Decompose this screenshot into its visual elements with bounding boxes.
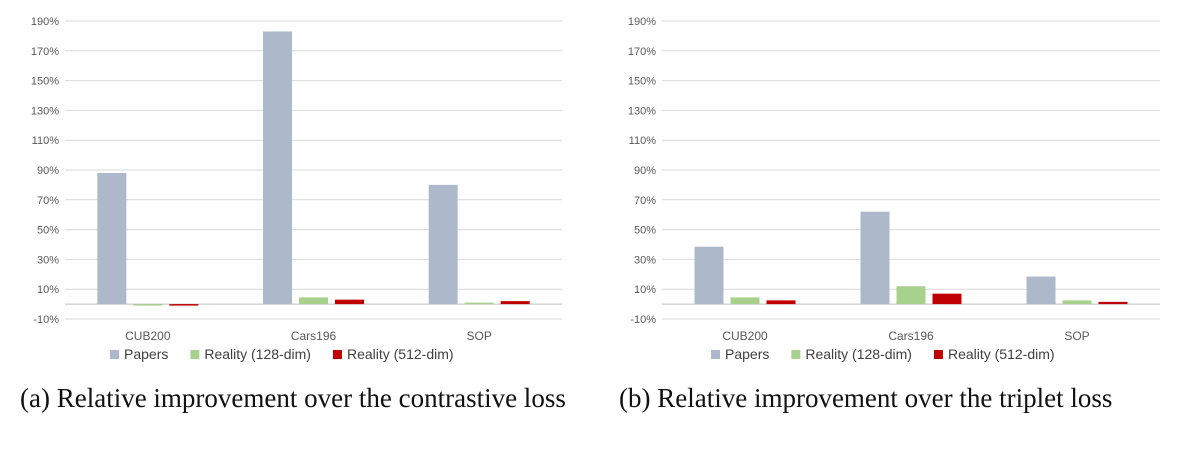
legend-swatch bbox=[711, 350, 720, 359]
x-category-label: Cars196 bbox=[291, 329, 337, 343]
bar-papers-cars196 bbox=[860, 211, 890, 305]
bar-reality-512-dim-sop bbox=[500, 301, 530, 305]
bar-papers-sop bbox=[1026, 276, 1056, 305]
y-tick-label: 170% bbox=[31, 46, 59, 58]
legend-swatch bbox=[110, 350, 119, 359]
legend-swatch bbox=[190, 350, 200, 359]
legend-label: Reality (512-dim) bbox=[347, 346, 454, 362]
bar-chart-contrastive: -10% 10% 30% 50% 70% 90% 110% 130% 150% 170% 190% C… bbox=[31, 16, 562, 362]
y-tick-label: 30% bbox=[37, 254, 59, 266]
y-tick-label: 70% bbox=[37, 195, 59, 207]
y-tick-label: 190% bbox=[628, 16, 656, 28]
figure-caption: (b) Relative improvement over the triple… bbox=[619, 383, 1113, 413]
y-tick-label: 150% bbox=[31, 76, 59, 88]
y-tick-label: 10% bbox=[37, 284, 59, 296]
y-tick-label: 130% bbox=[31, 105, 59, 117]
bar-papers-cub200 bbox=[694, 246, 724, 305]
x-category-label: SOP bbox=[466, 329, 491, 343]
bar-papers-cub200 bbox=[97, 172, 127, 305]
y-tick-label: 50% bbox=[634, 225, 656, 237]
legend-label: Papers bbox=[725, 346, 769, 362]
bar-reality-512-dim-cub200 bbox=[169, 304, 199, 306]
y-tick-label: 190% bbox=[31, 16, 59, 28]
bar-papers-sop bbox=[428, 184, 458, 305]
bar-reality-512-dim-sop bbox=[1098, 301, 1128, 305]
y-tick-label: 150% bbox=[628, 76, 656, 88]
y-tick-label: 90% bbox=[634, 165, 656, 177]
y-tick-label: -10% bbox=[630, 314, 656, 326]
legend-label: Reality (128-dim) bbox=[805, 346, 912, 362]
legend-swatch bbox=[332, 350, 342, 359]
x-category-label: SOP bbox=[1064, 329, 1089, 343]
y-tick-label: 130% bbox=[628, 105, 656, 117]
legend-label: Reality (512-dim) bbox=[948, 346, 1055, 362]
y-tick-label: 50% bbox=[37, 225, 59, 237]
chart-panel-contrastive: -10% 10% 30% 50% 70% 90% 110% 130% 150% 170% 190% C… bbox=[20, 16, 566, 413]
bar-reality-128-dim-sop bbox=[464, 302, 494, 305]
legend-label: Papers bbox=[124, 346, 168, 362]
bar-reality-128-dim-cars196 bbox=[896, 286, 926, 305]
bar-reality-128-dim-cars196 bbox=[299, 297, 328, 305]
legend-label: Reality (128-dim) bbox=[204, 346, 311, 362]
bar-reality-128-dim-sop bbox=[1062, 300, 1092, 305]
y-tick-label: 170% bbox=[628, 46, 656, 58]
figure-caption: (a) Relative improvement over the contra… bbox=[20, 383, 566, 413]
y-tick-label: 30% bbox=[634, 254, 656, 266]
legend-swatch bbox=[933, 350, 943, 359]
x-category-label: CUB200 bbox=[722, 329, 768, 343]
bar-reality-128-dim-cub200 bbox=[730, 297, 760, 305]
bar-reality-512-dim-cars196 bbox=[932, 293, 962, 305]
y-tick-label: 10% bbox=[634, 284, 656, 296]
bar-reality-512-dim-cub200 bbox=[766, 300, 796, 305]
bar-reality-512-dim-cars196 bbox=[335, 299, 364, 305]
bar-reality-128-dim-cub200 bbox=[133, 304, 163, 306]
bar-chart-triplet: -10% 10% 30% 50% 70% 90% 110% 130% 150% 170% 190% C… bbox=[628, 16, 1160, 362]
bar-papers-cars196 bbox=[263, 31, 292, 305]
x-category-label: CUB200 bbox=[125, 329, 171, 343]
y-tick-label: -10% bbox=[33, 314, 59, 326]
chart-panel-triplet: -10% 10% 30% 50% 70% 90% 110% 130% 150% 170% 190% C… bbox=[589, 0, 1178, 468]
legend-swatch bbox=[791, 350, 801, 359]
y-tick-label: 110% bbox=[32, 135, 60, 147]
y-tick-label: 90% bbox=[37, 165, 59, 177]
x-category-label: Cars196 bbox=[888, 329, 934, 343]
y-tick-label: 70% bbox=[634, 195, 656, 207]
y-tick-label: 110% bbox=[629, 135, 657, 147]
